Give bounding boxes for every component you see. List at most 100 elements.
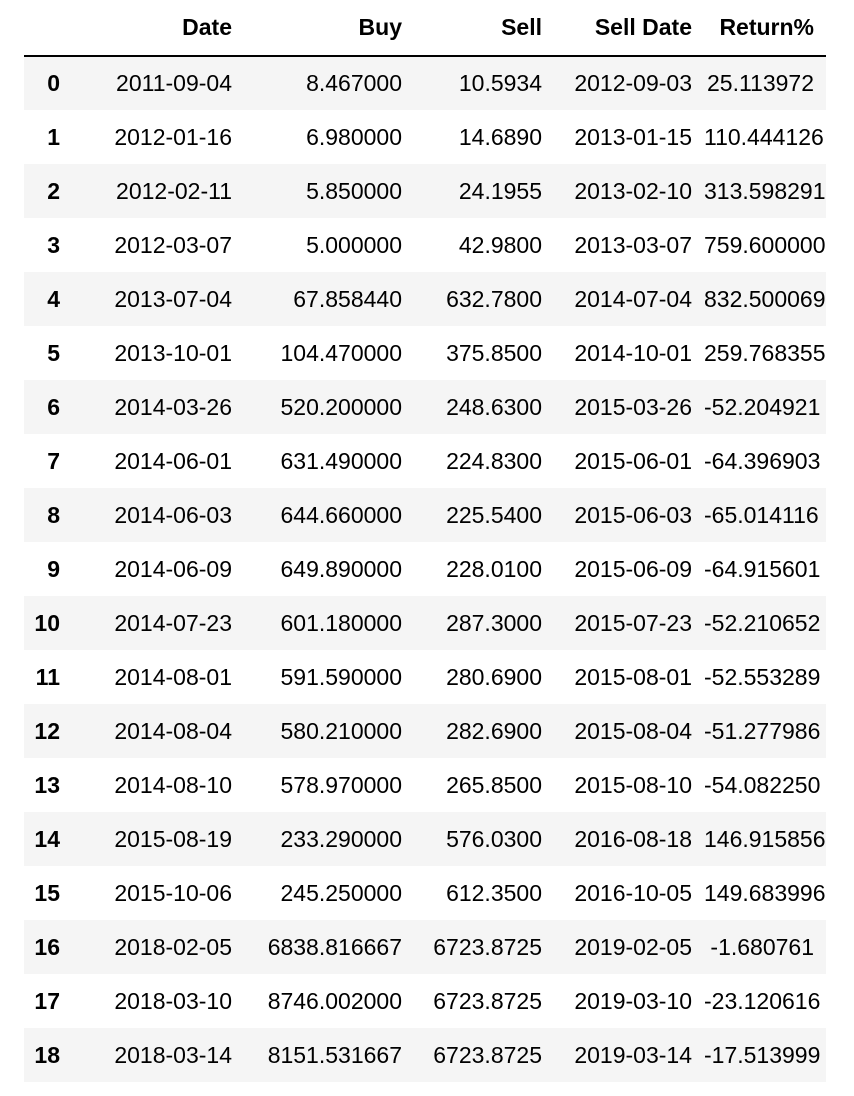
cell-return: -17.513999 <box>704 1041 821 1068</box>
cell-buy: 245.250000 <box>280 879 402 906</box>
cell-buy: 6838.816667 <box>267 933 402 960</box>
table-row: 9 2014-06-09 649.890000 228.0100 2015-06-09-… <box>24 542 826 596</box>
cell-return: -54.082250 <box>704 771 821 798</box>
column-header-return: Return% <box>704 0 826 57</box>
cell-sell-date: 2013-02-10 <box>574 177 692 204</box>
table-row: 17 2018-03-10 8746.002000 6723.8725 2019-03-… <box>24 974 826 1028</box>
cell-date: 2018-02-05 <box>114 933 232 960</box>
row-index: 8 <box>47 501 60 528</box>
row-index: 5 <box>47 339 60 366</box>
cell-return: 149.683996 <box>704 879 826 906</box>
cell-sell-date: 2019-03-10 <box>574 987 692 1014</box>
cell-sell-date: 2015-03-26 <box>574 393 692 420</box>
cell-date: 2012-01-16 <box>114 123 232 150</box>
cell-buy: 591.590000 <box>280 663 402 690</box>
cell-return: 146.915856 <box>704 825 826 852</box>
cell-sell: 287.3000 <box>446 609 542 636</box>
cell-sell: 612.3500 <box>446 879 542 906</box>
cell-sell-date: 2014-07-04 <box>574 285 692 312</box>
table-header: Date Buy Sell Sell Date Return% <box>24 0 826 57</box>
cell-sell: 225.5400 <box>446 501 542 528</box>
cell-sell-date: 2016-10-05 <box>574 879 692 906</box>
cell-buy: 520.200000 <box>280 393 402 420</box>
row-index: 12 <box>34 717 60 744</box>
cell-buy: 67.858440 <box>293 285 402 312</box>
row-index: 6 <box>47 393 60 420</box>
row-index: 14 <box>34 825 60 852</box>
cell-sell-date: 2012-09-03 <box>574 70 692 96</box>
cell-date: 2018-03-14 <box>114 1041 232 1068</box>
row-index: 18 <box>34 1041 60 1068</box>
cell-date: 2014-07-23 <box>114 609 232 636</box>
row-index: 15 <box>34 879 60 906</box>
column-header-sell: Sell <box>414 0 554 57</box>
cell-sell: 6723.8725 <box>433 933 542 960</box>
cell-buy: 644.660000 <box>280 501 402 528</box>
cell-return: -23.120616 <box>704 987 821 1014</box>
cell-return: 759.600000 <box>704 231 826 258</box>
cell-sell-date: 2015-06-03 <box>574 501 692 528</box>
cell-sell: 228.0100 <box>446 555 542 582</box>
cell-sell-date: 2015-08-04 <box>574 717 692 744</box>
cell-return: 110.444126 <box>704 123 824 150</box>
table-row: 10 2014-07-23 601.180000 287.3000 2015-07-23… <box>24 596 826 650</box>
cell-sell: 224.8300 <box>446 447 542 474</box>
cell-sell-date: 2015-08-01 <box>574 663 692 690</box>
row-index: 0 <box>47 70 60 96</box>
cell-date: 2013-10-01 <box>114 339 232 366</box>
cell-date: 2015-10-06 <box>114 879 232 906</box>
cell-return: 832.500069 <box>704 285 826 312</box>
table-row: 18 2018-03-14 8151.531667 6723.8725 2019-03-… <box>24 1028 826 1082</box>
cell-date: 2014-03-26 <box>114 393 232 420</box>
table-row: 15 2015-10-06 245.250000 612.3500 2016-10-05… <box>24 866 826 920</box>
cell-buy: 8151.531667 <box>267 1041 402 1068</box>
table-row: 0 2011-09-04 8.467000 10.5934 2012-09-03 25.1… <box>24 56 826 110</box>
row-index: 9 <box>47 555 60 582</box>
cell-sell-date: 2013-01-15 <box>574 123 692 150</box>
cell-return: -65.014116 <box>704 501 819 528</box>
cell-date: 2014-06-09 <box>114 555 232 582</box>
cell-return: -1.680761 <box>710 933 814 960</box>
row-index: 3 <box>47 231 60 258</box>
cell-return: -51.277986 <box>704 717 821 744</box>
header-row: Date Buy Sell Sell Date Return% <box>24 0 826 57</box>
cell-sell-date: 2015-06-09 <box>574 555 692 582</box>
cell-date: 2011-09-04 <box>116 70 232 96</box>
column-header-buy: Buy <box>244 0 414 57</box>
cell-sell: 632.7800 <box>446 285 542 312</box>
cell-return: 313.598291 <box>704 177 826 204</box>
cell-sell: 576.0300 <box>446 825 542 852</box>
cell-date: 2018-03-10 <box>114 987 232 1014</box>
dataframe-table: Date Buy Sell Sell Date Return% 0 2011-09… <box>24 0 826 1082</box>
cell-buy: 6.980000 <box>306 123 402 150</box>
cell-date: 2012-03-07 <box>114 231 232 258</box>
cell-sell: 42.9800 <box>458 231 542 258</box>
cell-sell-date: 2019-03-14 <box>574 1041 692 1068</box>
cell-return: 25.113972 <box>706 70 814 96</box>
cell-sell: 24.1955 <box>458 177 542 204</box>
cell-buy: 5.850000 <box>306 177 402 204</box>
column-header-date: Date <box>74 0 244 57</box>
cell-sell-date: 2013-03-07 <box>574 231 692 258</box>
cell-return: -64.396903 <box>704 447 821 474</box>
cell-buy: 601.180000 <box>280 609 402 636</box>
cell-buy: 578.970000 <box>280 771 402 798</box>
cell-date: 2014-08-04 <box>114 717 232 744</box>
cell-date: 2014-08-01 <box>114 663 232 690</box>
column-header-sell-date: Sell Date <box>554 0 704 57</box>
cell-sell-date: 2015-07-23 <box>574 609 692 636</box>
row-index: 11 <box>35 663 60 690</box>
cell-date: 2012-02-11 <box>116 177 232 204</box>
cell-sell-date: 2016-08-18 <box>574 825 692 852</box>
cell-return: -52.204921 <box>704 393 821 420</box>
cell-sell: 375.8500 <box>446 339 542 366</box>
cell-buy: 8.467000 <box>306 70 402 96</box>
table-row: 13 2014-08-10 578.970000 265.8500 2015-08-10… <box>24 758 826 812</box>
cell-date: 2015-08-19 <box>114 825 232 852</box>
cell-return: 259.768355 <box>704 339 826 366</box>
cell-sell: 6723.8725 <box>433 1041 542 1068</box>
row-index: 16 <box>34 933 60 960</box>
cell-date: 2014-06-01 <box>114 447 232 474</box>
row-index: 10 <box>34 609 60 636</box>
cell-buy: 5.000000 <box>306 231 402 258</box>
